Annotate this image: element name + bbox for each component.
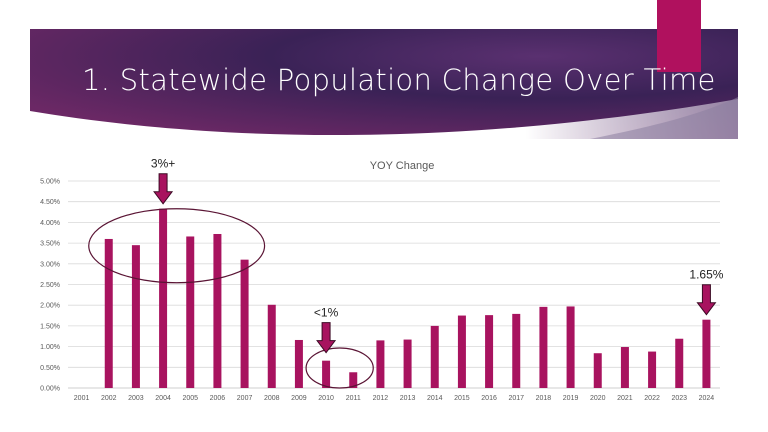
x-tick-label: 2022 bbox=[644, 395, 660, 402]
y-tick-label: 0.00% bbox=[40, 386, 60, 393]
annotation-label: 3%+ bbox=[151, 157, 175, 171]
bar-2019 bbox=[566, 306, 575, 388]
y-tick-label: 5.00% bbox=[40, 179, 60, 186]
annotation-arrow bbox=[316, 322, 337, 354]
slide-title: 1. Statewide Population Change Over Time bbox=[82, 63, 716, 97]
bar-2014 bbox=[430, 325, 439, 388]
x-tick-label: 2002 bbox=[101, 395, 117, 402]
bar-2021 bbox=[620, 347, 629, 388]
x-tick-label: 2010 bbox=[318, 395, 334, 402]
x-tick-label: 2013 bbox=[400, 395, 416, 402]
annotation-arrow bbox=[153, 173, 174, 205]
x-tick-label: 2012 bbox=[373, 395, 389, 402]
bar-2017 bbox=[512, 313, 521, 388]
bar-2009 bbox=[294, 339, 303, 388]
title-banner bbox=[30, 29, 738, 139]
x-tick-label: 2019 bbox=[563, 395, 579, 402]
bar-2008 bbox=[267, 304, 276, 388]
y-tick-label: 3.50% bbox=[40, 241, 60, 248]
y-tick-label: 1.00% bbox=[40, 344, 60, 351]
bar-2003 bbox=[131, 245, 140, 388]
x-tick-label: 2009 bbox=[291, 395, 307, 402]
annotation-label: <1% bbox=[314, 306, 339, 320]
bar-2002 bbox=[104, 238, 113, 388]
highlight-ellipse bbox=[88, 208, 266, 284]
bar-2022 bbox=[648, 351, 657, 388]
x-tick-label: 2014 bbox=[427, 395, 443, 402]
x-tick-label: 2017 bbox=[508, 395, 524, 402]
bars bbox=[104, 208, 711, 388]
bar-2006 bbox=[213, 233, 222, 388]
x-tick-label: 2015 bbox=[454, 395, 470, 402]
bar-2010 bbox=[322, 360, 331, 388]
bar-2018 bbox=[539, 306, 548, 388]
annotation-arrow bbox=[696, 284, 717, 316]
bar-2005 bbox=[186, 236, 195, 388]
chart-title: YOY Change bbox=[370, 160, 435, 172]
x-tick-label: 2011 bbox=[346, 395, 361, 402]
annotation-label: 1.65% bbox=[689, 268, 723, 282]
x-tick-label: 2020 bbox=[590, 395, 606, 402]
bar-2013 bbox=[403, 339, 412, 388]
annotations: 3%+ <1% 1.65% bbox=[151, 157, 724, 354]
y-tick-label: 4.00% bbox=[40, 220, 60, 227]
x-tick-label: 2021 bbox=[617, 395, 633, 402]
y-tick-label: 1.50% bbox=[40, 323, 60, 330]
y-axis-ticks: 0.00% 0.50% 1.00% 1.50% 2.00% 2.50% 3.00% 3.50%… bbox=[40, 179, 60, 393]
bar-2024 bbox=[702, 319, 711, 388]
bar-2012 bbox=[376, 340, 385, 388]
bar-2016 bbox=[485, 315, 494, 388]
y-tick-label: 0.50% bbox=[40, 365, 60, 372]
bar-2023 bbox=[675, 338, 684, 388]
bar-2007 bbox=[240, 259, 249, 388]
bar-2004 bbox=[159, 208, 168, 388]
x-axis-ticks: 2001 2002 2003 2004 2005 2006 2007 2008 2009 2010… bbox=[74, 395, 715, 402]
x-tick-label: 2001 bbox=[74, 395, 90, 402]
y-tick-label: 4.50% bbox=[40, 199, 60, 206]
x-tick-label: 2004 bbox=[155, 395, 171, 402]
x-tick-label: 2024 bbox=[699, 395, 715, 402]
x-tick-label: 2018 bbox=[536, 395, 552, 402]
x-tick-label: 2023 bbox=[671, 395, 687, 402]
y-tick-label: 3.00% bbox=[40, 261, 60, 268]
y-tick-label: 2.00% bbox=[40, 303, 60, 310]
bar-2020 bbox=[593, 353, 602, 388]
yoy-chart: YOY Change 0.00% 0.50% 1.00% 1.50% 2.00% 2.50… bbox=[40, 157, 724, 402]
x-tick-label: 2008 bbox=[264, 395, 280, 402]
gridlines bbox=[68, 180, 720, 389]
bar-2015 bbox=[457, 315, 466, 388]
x-tick-label: 2007 bbox=[237, 395, 253, 402]
banner-background bbox=[30, 29, 738, 139]
x-tick-label: 2016 bbox=[481, 395, 497, 402]
accent-tab bbox=[657, 0, 701, 72]
highlight-ellipse bbox=[305, 347, 374, 389]
x-tick-label: 2006 bbox=[210, 395, 226, 402]
highlights bbox=[88, 208, 374, 389]
bar-2011 bbox=[349, 372, 358, 388]
x-tick-label: 2003 bbox=[128, 395, 144, 402]
x-tick-label: 2005 bbox=[182, 395, 198, 402]
y-tick-label: 2.50% bbox=[40, 282, 60, 289]
